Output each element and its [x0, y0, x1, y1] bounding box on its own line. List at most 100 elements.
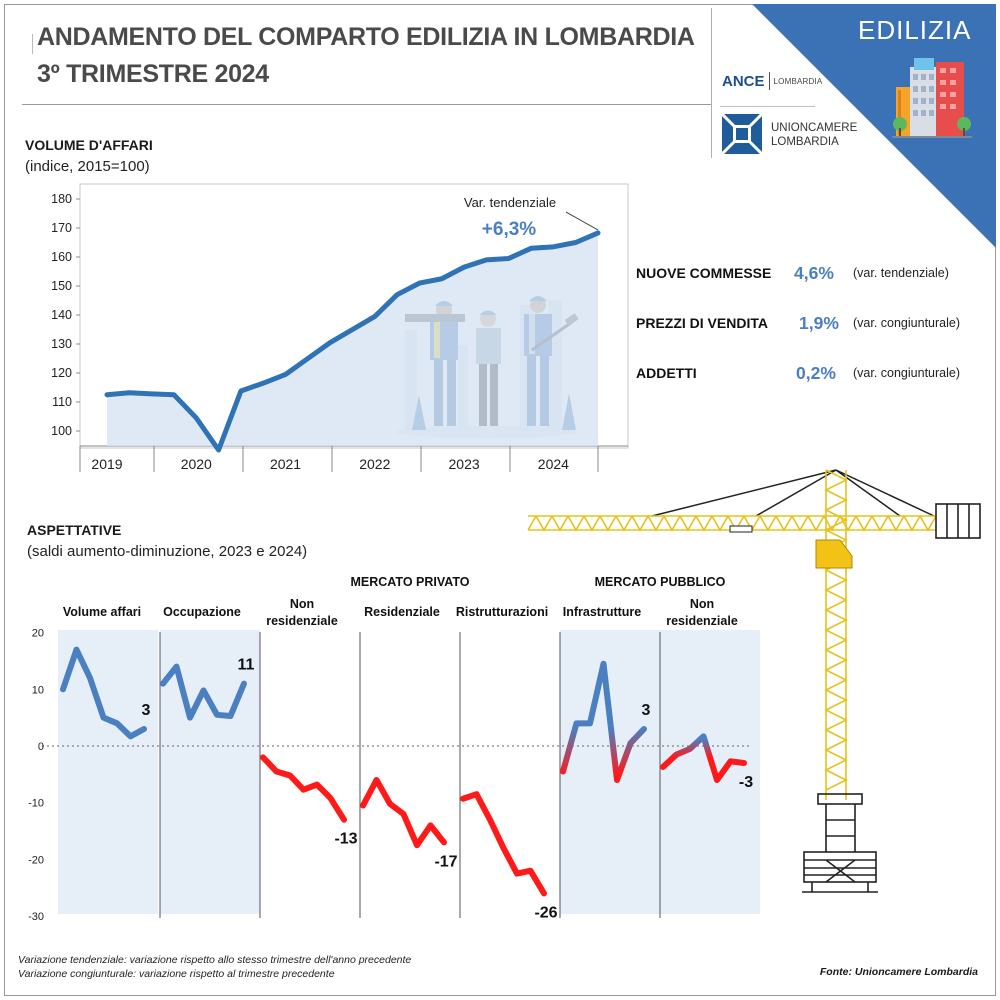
footnote-tendenziale: Variazione tendenziale: variazione rispe… [18, 954, 412, 966]
panel-header-line: residenziale [266, 614, 338, 628]
volume-point [373, 315, 377, 318]
series-line [260, 754, 347, 823]
panel-header-occupazione: Occupazione [152, 604, 252, 621]
volume-point [328, 341, 332, 344]
series-line [160, 663, 247, 721]
panel-header-line: Volume affari [62, 605, 142, 619]
x-tick-label: 2022 [359, 456, 390, 472]
y-tick-label: 120 [51, 366, 72, 380]
y-tick-label: -10 [28, 798, 44, 810]
series-line [460, 791, 547, 897]
volume-subtitle: (indice, 2015=100) [25, 158, 150, 175]
volume-point [128, 391, 131, 394]
kpi-value-nuove-commesse: 4,6% [794, 263, 834, 283]
series-end-label: -3 [739, 774, 753, 791]
series-end-label: -13 [334, 831, 357, 848]
crane-illustration [527, 469, 981, 893]
y-tick-label: 150 [51, 279, 72, 293]
y-tick-label: 170 [51, 221, 72, 235]
volume-point [440, 277, 443, 280]
volume-chart: 100 110 120 130 140 150 160 170 180 2019 2020 2021… [51, 183, 629, 472]
y-tick-label: 100 [51, 424, 72, 438]
volume-y-axis: 100 110 120 130 140 150 160 170 180 [51, 192, 80, 438]
expectations-series: 3 11 -13 -17 -26 3 -3 [60, 646, 753, 921]
panel-background [660, 630, 760, 914]
corner-triangle [752, 4, 996, 248]
header-divider [711, 8, 712, 158]
frame-border [4, 4, 996, 996]
unioncamere-icon [722, 114, 762, 154]
ance-separator [768, 72, 770, 90]
corner-label: EDILIZIA [858, 15, 972, 45]
volume-point [105, 393, 109, 396]
volume-point [552, 245, 555, 249]
corner-banner [752, 4, 996, 248]
ance-name: ANCE [722, 72, 765, 90]
footnote-congiunturale: Variazione congiunturale: variazione ris… [18, 968, 335, 980]
panel-header-line: Non [689, 597, 715, 611]
ance-logo: ANCE LOMBARDIA [722, 72, 822, 90]
expectations-subtitle: (saldi aumento-diminuzione, 2023 e 2024) [27, 543, 308, 560]
x-tick-label: 2023 [449, 456, 480, 472]
volume-title: VOLUME D'AFFARI [25, 137, 153, 153]
expectations-y-axis: 20 10 0 -10 -20 -30 [28, 628, 752, 923]
kpi-label-prezzi: PREZZI DI VENDITA [636, 315, 768, 331]
y-tick-label: 180 [51, 192, 72, 206]
volume-point [596, 231, 600, 235]
volume-point [150, 392, 153, 396]
volume-point [172, 393, 176, 396]
page-subtitle: 3º TRIMESTRE 2024 [37, 60, 269, 88]
y-tick-label: -30 [28, 911, 44, 923]
unioncamere-line1: UNIONCAMERE [771, 122, 858, 134]
kpi-label-nuove-commesse: NUOVE COMMESSE [636, 265, 772, 281]
annotation-label: Var. tendenziale [464, 195, 556, 210]
volume-point [462, 265, 466, 269]
y-tick-label: 160 [51, 250, 72, 264]
volume-plot-frame [79, 183, 629, 449]
panel-header-line: Infrastrutture [562, 605, 642, 619]
series-end-label: -26 [534, 904, 557, 921]
kpi-label-addetti: ADDETTI [636, 365, 697, 381]
y-tick-label: 130 [51, 337, 72, 351]
volume-point [262, 381, 265, 385]
volume-area [107, 232, 598, 450]
logo-divider [720, 106, 815, 107]
kpi-value-addetti: 0,2% [796, 363, 836, 383]
group-header-public: MERCATO PUBBLICO [594, 575, 726, 589]
volume-point [485, 258, 488, 262]
volume-point [306, 357, 310, 360]
volume-point [574, 241, 577, 244]
ance-region: LOMBARDIA [773, 76, 823, 86]
volume-point [351, 328, 354, 331]
volume-point [395, 293, 399, 296]
x-tick-label: 2020 [181, 456, 212, 472]
expectations-title: ASPETTATIVE [27, 522, 122, 538]
volume-series [104, 230, 601, 453]
panel-header-line: residenziale [666, 614, 738, 628]
title-accent [32, 34, 33, 54]
y-tick-label: 20 [32, 628, 44, 640]
panel-header-line: Ristrutturazioni [455, 605, 549, 619]
panel-header-infrastrutture: Infrastrutture [552, 604, 652, 621]
volume-point [284, 373, 287, 376]
annotation-value: +6,3% [482, 219, 537, 240]
series-end-label: 3 [642, 702, 651, 719]
panel-header-residenziale: Residenziale [352, 604, 452, 621]
series-line [60, 646, 147, 740]
kpi-value-prezzi: 1,9% [799, 313, 839, 333]
unioncamere-name: UNIONCAMERE LOMBARDIA [771, 121, 891, 149]
panel-header-non-residenziale-privato: Non residenziale [252, 596, 352, 630]
volume-point [217, 448, 220, 452]
page-title: ANDAMENTO DEL COMPARTO EDILIZIA IN LOMBA… [37, 23, 695, 51]
panel-background [58, 630, 158, 914]
kpi-note-nuove-commesse: (var. tendenziale) [853, 266, 949, 280]
unioncamere-line2: LOMBARDIA [771, 136, 839, 148]
panel-header-line: Non [289, 597, 315, 611]
group-header-private: MERCATO PRIVATO [350, 575, 470, 589]
series-end-label: 11 [238, 657, 255, 674]
panel-header-line: Residenziale [364, 605, 440, 619]
y-tick-label: 140 [51, 308, 72, 322]
panel-header-line: Occupazione [163, 605, 241, 619]
series-line [560, 660, 647, 784]
